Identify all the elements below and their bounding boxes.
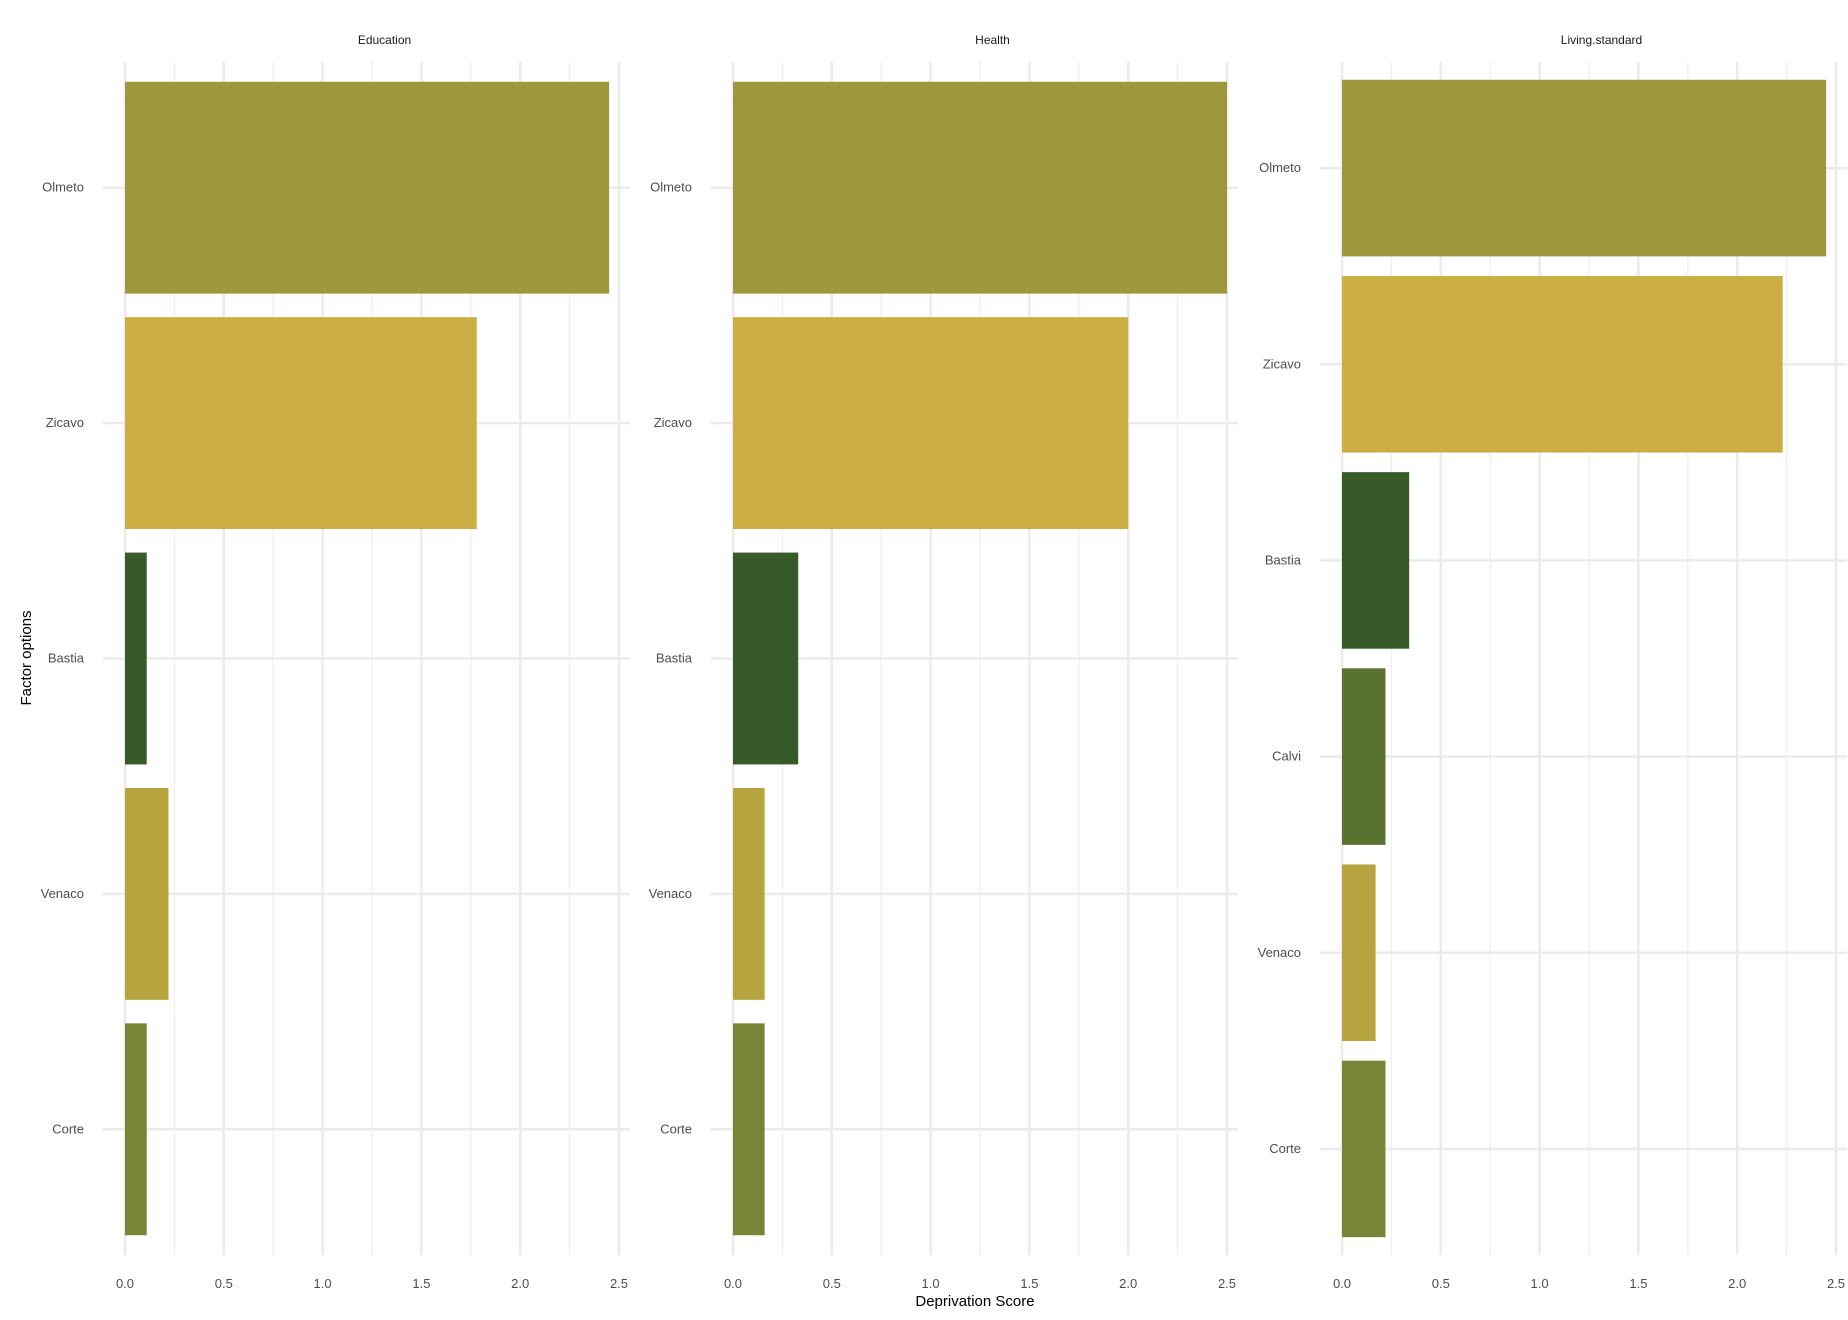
x-tick-label: 2.5: [1218, 1276, 1236, 1291]
bar-health-olmeto: [733, 81, 1227, 294]
x-tick-label: 1.5: [1629, 1276, 1647, 1291]
x-tick-label: 2.5: [610, 1276, 628, 1291]
x-tick-label: 0.0: [724, 1276, 742, 1291]
bar-living-standard-zicavo: [1342, 275, 1783, 453]
bar-living-standard-olmeto: [1342, 79, 1827, 257]
bar-education-zicavo: [125, 317, 477, 530]
y-tick-label: Venaco: [41, 886, 84, 901]
x-tick-label: 2.0: [1119, 1276, 1137, 1291]
bar-living-standard-corte: [1342, 1060, 1386, 1238]
bar-living-standard-bastia: [1342, 472, 1410, 649]
bar-education-olmeto: [125, 81, 610, 294]
x-tick-label: 2.0: [1728, 1276, 1746, 1291]
facet-panels: Olmeto Zicavo Bastia Venaco Corte 0.0 0.5 1.0 1.…: [41, 33, 1847, 1291]
y-tick-label: Olmeto: [1259, 160, 1301, 175]
x-tick-label: 0.0: [116, 1276, 134, 1291]
facet-title: Health: [975, 33, 1010, 47]
bar-education-corte: [125, 1023, 147, 1236]
y-tick-label: Zicavo: [654, 415, 692, 430]
y-tick-label: Bastia: [1265, 552, 1302, 567]
x-tick-label: 1.0: [922, 1276, 940, 1291]
y-tick-label: Bastia: [48, 651, 85, 666]
bar-health-venaco: [733, 787, 765, 1000]
bar-education-venaco: [125, 787, 169, 1000]
x-tick-label: 2.5: [1827, 1276, 1845, 1291]
bar-health-bastia: [733, 552, 799, 765]
y-tick-label: Olmeto: [42, 180, 84, 195]
facet-education: Olmeto Zicavo Bastia Venaco Corte 0.0 0.5 1.0 1.…: [41, 33, 630, 1291]
x-tick-label: 1.0: [314, 1276, 332, 1291]
x-tick-label: 0.5: [823, 1276, 841, 1291]
facet-living-standard: Olmeto Zicavo Bastia Calvi Venaco Corte 0.0 0.5…: [1258, 33, 1847, 1291]
x-tick-label: 2.0: [511, 1276, 529, 1291]
x-tick-label: 1.5: [1020, 1276, 1038, 1291]
y-tick-label: Calvi: [1272, 749, 1301, 764]
y-tick-label: Corte: [52, 1121, 84, 1136]
y-tick-label: Zicavo: [46, 415, 84, 430]
x-tick-label: 0.0: [1333, 1276, 1351, 1291]
x-tick-label: 0.5: [1432, 1276, 1450, 1291]
y-tick-label: Corte: [1269, 1141, 1301, 1156]
y-tick-label: Corte: [660, 1121, 692, 1136]
y-tick-label: Bastia: [656, 651, 693, 666]
x-axis-title: Deprivation Score: [915, 1293, 1034, 1310]
x-tick-label: 1.0: [1531, 1276, 1549, 1291]
y-tick-label: Venaco: [649, 886, 692, 901]
bar-living-standard-venaco: [1342, 864, 1376, 1042]
facet-title: Education: [358, 33, 411, 47]
bar-health-corte: [733, 1023, 765, 1236]
y-tick-label: Venaco: [1258, 945, 1301, 960]
y-tick-label: Zicavo: [1263, 356, 1301, 371]
y-tick-label: Olmeto: [650, 180, 692, 195]
bar-education-bastia: [125, 552, 147, 765]
facet-title: Living.standard: [1561, 33, 1642, 47]
y-axis-title: Factor options: [18, 610, 35, 705]
x-tick-label: 0.5: [215, 1276, 233, 1291]
x-tick-label: 1.5: [412, 1276, 430, 1291]
facet-health: Olmeto Zicavo Bastia Venaco Corte 0.0 0.5 1.0 1.…: [649, 33, 1238, 1291]
bar-health-zicavo: [733, 317, 1129, 530]
bar-living-standard-calvi: [1342, 668, 1386, 845]
